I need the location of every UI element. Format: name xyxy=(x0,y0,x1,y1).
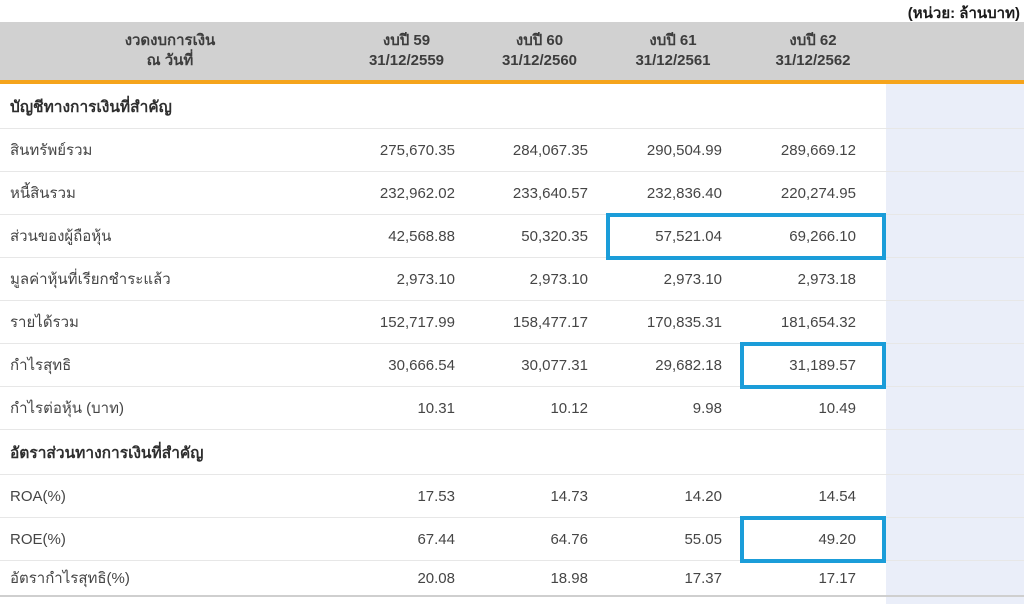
value-cell: 10.31 xyxy=(417,399,455,417)
section-header: บัญชีทางการเงินที่สำคัญ xyxy=(0,84,1024,129)
value-cell: 181,654.32 xyxy=(780,313,856,331)
value-cell: 9.98 xyxy=(692,399,722,417)
column-header-label: งบปี 59 xyxy=(382,32,431,49)
value-cell: 232,962.02 xyxy=(379,184,455,202)
value-cell: 50,320.35 xyxy=(521,227,588,245)
row-label: สินทรัพย์รวม xyxy=(10,142,93,159)
unit-label: (หน่วย: ล้านบาท) xyxy=(907,5,1020,22)
value-cell: 275,670.35 xyxy=(379,141,455,159)
row-label: ROA(%) xyxy=(10,487,66,505)
table-row: ส่วนของผู้ถือหุ้น 42,568.88 50,320.35 57,52… xyxy=(0,215,1024,258)
table-body: บัญชีทางการเงินที่สำคัญสินทรัพย์รวม 275,6… xyxy=(0,84,1024,597)
value-cell: 284,067.35 xyxy=(512,141,588,159)
column-header-year-60: งบปี 60 31/12/2560 xyxy=(473,31,606,71)
table-row: มูลค่าหุ้นที่เรียกชำระแล้ว 2,973.10 2,973.… xyxy=(0,258,1024,301)
row-label: หนี้สินรวม xyxy=(10,185,76,202)
value-cell: 14.73 xyxy=(550,487,588,505)
value-cell: 17.37 xyxy=(684,569,722,587)
value-cell: 2,973.10 xyxy=(529,270,588,288)
value-cell: 170,835.31 xyxy=(646,313,722,331)
value-cell: 30,666.54 xyxy=(388,356,455,374)
column-header-date: 31/12/2562 xyxy=(775,52,851,69)
value-cell: 42,568.88 xyxy=(388,227,455,245)
column-header-year-59: งบปี 59 31/12/2559 xyxy=(340,31,473,71)
value-cell: 290,504.99 xyxy=(646,141,722,159)
value-cell: 233,640.57 xyxy=(512,184,588,202)
value-cell: 14.20 xyxy=(684,487,722,505)
value-cell: 152,717.99 xyxy=(379,313,455,331)
value-cell: 14.54 xyxy=(818,487,856,505)
value-cell: 10.12 xyxy=(550,399,588,417)
value-cell: 220,274.95 xyxy=(780,184,856,202)
value-cell: 158,477.17 xyxy=(512,313,588,331)
value-cell: 30,077.31 xyxy=(521,356,588,374)
value-cell: 2,973.18 xyxy=(797,270,856,288)
column-header-date: 31/12/2560 xyxy=(501,52,578,69)
table-row: สินทรัพย์รวม 275,670.35 284,067.35 290,504.… xyxy=(0,129,1024,172)
table-row: หนี้สินรวม 232,962.02 233,640.57 232,836.40… xyxy=(0,172,1024,215)
value-cell: 49.20 xyxy=(818,530,856,548)
value-cell: 29,682.18 xyxy=(655,356,722,374)
value-cell: 10.49 xyxy=(818,399,856,417)
value-cell: 20.08 xyxy=(417,569,455,587)
column-header-label: งบปี 61 xyxy=(649,32,697,49)
value-cell: 232,836.40 xyxy=(646,184,722,202)
row-label: กำไรต่อหุ้น (บาท) xyxy=(10,400,124,417)
value-cell: 289,669.12 xyxy=(780,141,856,159)
row-label: รายได้รวม xyxy=(10,314,79,331)
table-row: ROA(%) 17.53 14.73 14.20 14.54 xyxy=(0,475,1024,518)
period-header: งวดงบการเงิน ณ วันที่ xyxy=(0,31,340,71)
row-label: อัตรากำไรสุทธิ(%) xyxy=(10,570,130,587)
value-cell: 2,973.10 xyxy=(663,270,722,288)
period-header-line1: งวดงบการเงิน xyxy=(124,32,216,49)
value-cell: 17.17 xyxy=(818,569,856,587)
table-row: กำไรสุทธิ 30,666.54 30,077.31 29,682.18 31,1… xyxy=(0,344,1024,387)
column-header-date: 31/12/2559 xyxy=(368,52,445,69)
column-header-year-62: งบปี 62 31/12/2562 xyxy=(740,31,886,71)
table-header-row: งวดงบการเงิน ณ วันที่ งบปี 59 31/12/2559 ง… xyxy=(0,22,1024,84)
value-cell: 55.05 xyxy=(684,530,722,548)
value-cell: 67.44 xyxy=(417,530,455,548)
value-cell: 31,189.57 xyxy=(789,356,856,374)
row-label: ส่วนของผู้ถือหุ้น xyxy=(10,228,112,245)
value-cell: 57,521.04 xyxy=(655,227,722,245)
value-cell: 64.76 xyxy=(550,530,588,548)
value-cell: 17.53 xyxy=(417,487,455,505)
column-header-year-61: งบปี 61 31/12/2561 xyxy=(606,31,740,71)
table-row: ROE(%) 67.44 64.76 55.05 49.20 xyxy=(0,518,1024,561)
table-row: กำไรต่อหุ้น (บาท) 10.31 10.12 9.98 10.49 xyxy=(0,387,1024,430)
column-header-date: 31/12/2561 xyxy=(635,52,711,69)
row-label: มูลค่าหุ้นที่เรียกชำระแล้ว xyxy=(10,271,171,288)
row-label: กำไรสุทธิ xyxy=(10,357,72,374)
value-cell: 2,973.10 xyxy=(396,270,455,288)
row-label: ROE(%) xyxy=(10,530,66,548)
value-cell: 69,266.10 xyxy=(789,227,856,245)
table-row: อัตรากำไรสุทธิ(%) 20.08 18.98 17.37 17.17 xyxy=(0,561,1024,597)
value-cell: 18.98 xyxy=(550,569,588,587)
column-header-label: งบปี 60 xyxy=(515,32,564,49)
section-header: อัตราส่วนทางการเงินที่สำคัญ xyxy=(0,430,1024,475)
column-header-label: งบปี 62 xyxy=(789,32,837,49)
table-row: รายได้รวม 152,717.99 158,477.17 170,835.31 1… xyxy=(0,301,1024,344)
period-header-line2: ณ วันที่ xyxy=(146,52,194,69)
